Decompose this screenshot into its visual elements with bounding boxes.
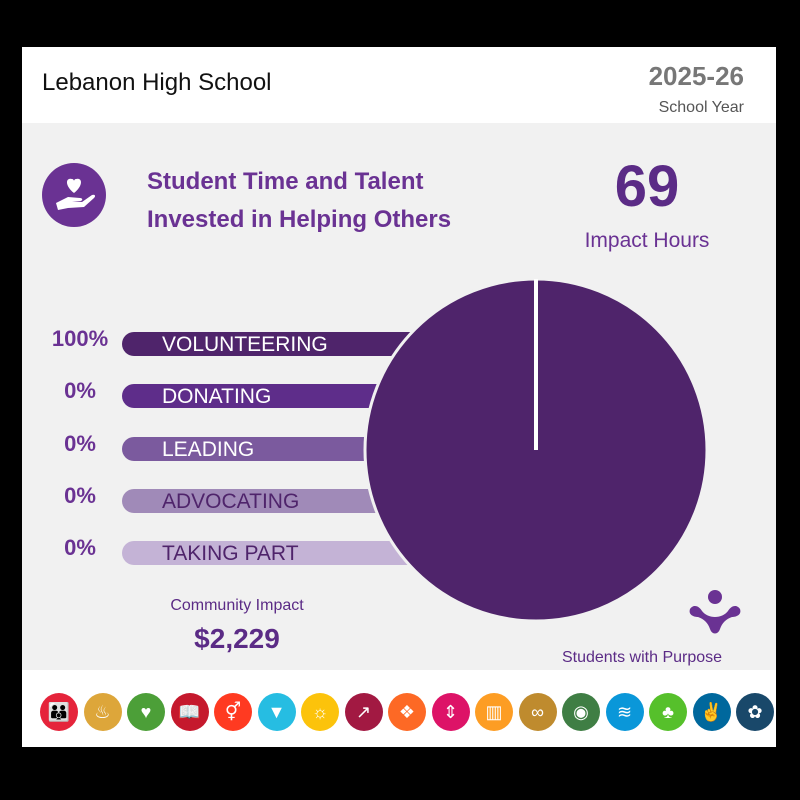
- percent-label: 100%: [51, 326, 109, 351]
- category-bar: TAKING PART: [122, 541, 442, 565]
- community-impact-value: $2,229: [194, 623, 280, 654]
- pie-chart: [363, 277, 709, 623]
- category-label: ADVOCATING: [162, 490, 300, 513]
- quality-education-icon: 📖: [170, 693, 209, 731]
- header: Lebanon High School 2025-26 School Year: [22, 47, 776, 123]
- responsible-consumption-icon: ∞: [518, 693, 557, 731]
- impact-panel: Student Time and Talent Invested in Help…: [22, 123, 776, 670]
- report-card: Lebanon High School 2025-26 School Year …: [22, 47, 776, 747]
- school-year: 2025-26: [648, 61, 744, 91]
- life-below-water-icon: ≋: [605, 693, 644, 731]
- sustainable-cities-icon: ▥: [475, 693, 513, 731]
- legend-row-volunteering: 100% VOLUNTEERING: [22, 326, 776, 358]
- sdg-icons-row: 👪 ♨ ♥ 📖 ⚥ ▼ ☼ ↗ ❖ ⇕ ▥ ∞ ◉ ≋ ♣ ✌ ✿: [40, 693, 774, 731]
- no-poverty-icon: 👪: [40, 693, 78, 731]
- clean-water-icon: ▼: [257, 693, 296, 731]
- percent-label: 0%: [64, 483, 96, 508]
- impact-hours-value: 69: [614, 154, 680, 219]
- legend-row-taking-part: 0% TAKING PART: [22, 535, 776, 567]
- category-label: DONATING: [162, 385, 272, 408]
- category-label: VOLUNTEERING: [162, 333, 328, 356]
- school-name: Lebanon High School: [42, 69, 272, 96]
- brand-name: Students with Purpose: [561, 649, 723, 666]
- percent-label: 0%: [64, 378, 96, 403]
- category-label: LEADING: [162, 438, 255, 461]
- title-line-2: Invested in Helping Others: [147, 206, 452, 233]
- students-with-purpose-logo: [689, 590, 741, 634]
- zero-hunger-icon: ♨: [83, 693, 122, 731]
- title-line-1: Student Time and Talent: [147, 168, 424, 195]
- climate-action-icon: ◉: [562, 693, 600, 731]
- school-year-label: School Year: [658, 99, 744, 116]
- percent-label: 0%: [64, 431, 96, 456]
- clean-energy-icon: ☼: [301, 693, 339, 731]
- community-impact-label: Community Impact: [170, 597, 304, 614]
- partnerships-icon: ✿: [736, 693, 774, 731]
- peace-justice-icon: ✌: [692, 693, 731, 731]
- decent-work-icon: ↗: [344, 693, 383, 731]
- hand-heart-icon: [42, 163, 106, 227]
- reduced-inequalities-icon: ⇕: [431, 693, 470, 731]
- gender-equality-icon: ⚥: [214, 693, 252, 731]
- industry-innovation-icon: ❖: [388, 693, 426, 731]
- category-label: TAKING PART: [162, 542, 299, 565]
- section-title: Student Time and Talent Invested in Help…: [147, 163, 451, 239]
- good-health-icon: ♥: [127, 693, 165, 731]
- impact-hours-label: Impact Hours: [584, 229, 710, 252]
- life-on-land-icon: ♣: [649, 693, 687, 731]
- percent-label: 0%: [64, 535, 96, 560]
- category-bar: VOLUNTEERING: [122, 332, 442, 356]
